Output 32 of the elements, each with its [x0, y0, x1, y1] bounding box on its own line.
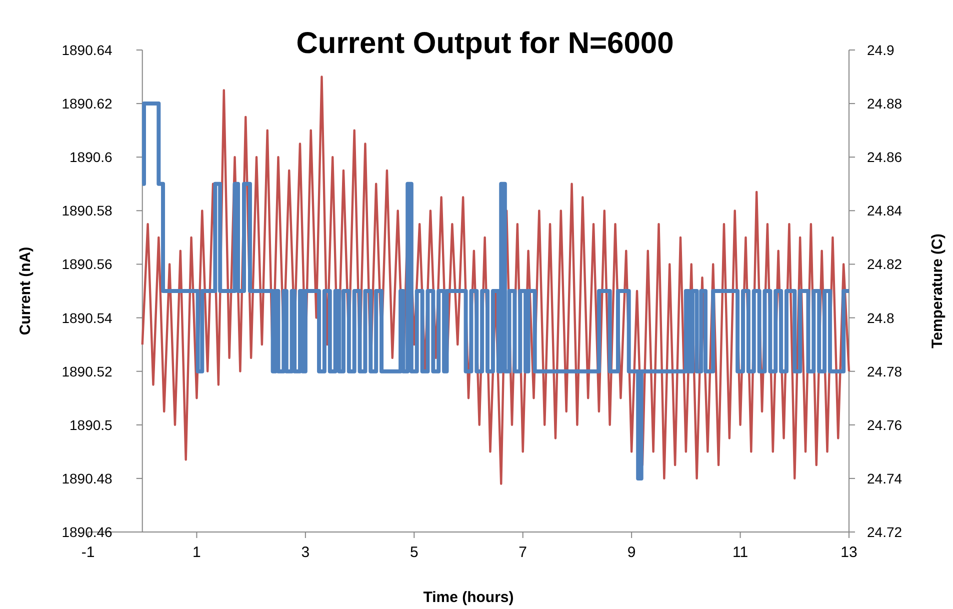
y-tick-label: 1890.58 [62, 202, 113, 219]
y2-tick-label: 24.8 [867, 310, 894, 326]
x-tick-label: -1 [81, 544, 95, 561]
y-tick-label: 1890.64 [62, 42, 113, 58]
y-tick-label: 1890.62 [62, 96, 113, 112]
x-tick-label: 5 [410, 544, 418, 561]
y2-tick-label: 24.82 [867, 256, 902, 272]
y2-tick-label: 24.74 [867, 470, 902, 486]
y-axis-title: Current (nA) [17, 246, 34, 336]
y2-tick-label: 24.9 [867, 42, 894, 58]
y2-axis-title: Temperature (C) [929, 234, 946, 348]
chart-title: Current Output for N=6000 [296, 27, 674, 60]
x-tick-label: 9 [627, 544, 636, 561]
y-tick-label: 1890.46 [62, 524, 113, 540]
y-tick-label: 1890.6 [70, 149, 113, 166]
y2-tick-label: 24.78 [867, 363, 902, 380]
y2-tick-label: 24.72 [867, 524, 902, 540]
y-tick-label: 1890.48 [62, 470, 113, 486]
y-tick-label: 1890.54 [62, 310, 113, 326]
x-tick-label: 3 [301, 544, 310, 561]
y-tick-label: 1890.56 [62, 256, 113, 272]
y2-tick-label: 24.84 [867, 202, 902, 219]
y2-tick-label: 24.88 [867, 96, 902, 112]
x-tick-label: 1 [192, 544, 201, 561]
x-tick-label: 11 [732, 544, 748, 561]
y-tick-label: 1890.5 [70, 416, 113, 433]
y2-tick-label: 24.76 [867, 416, 902, 433]
x-tick-label: 7 [518, 544, 528, 561]
y2-tick-label: 24.86 [867, 149, 902, 166]
x-tick-label: 13 [840, 544, 858, 561]
x-axis-title: Time (hours) [423, 589, 514, 606]
y-tick-label: 1890.52 [62, 363, 113, 380]
